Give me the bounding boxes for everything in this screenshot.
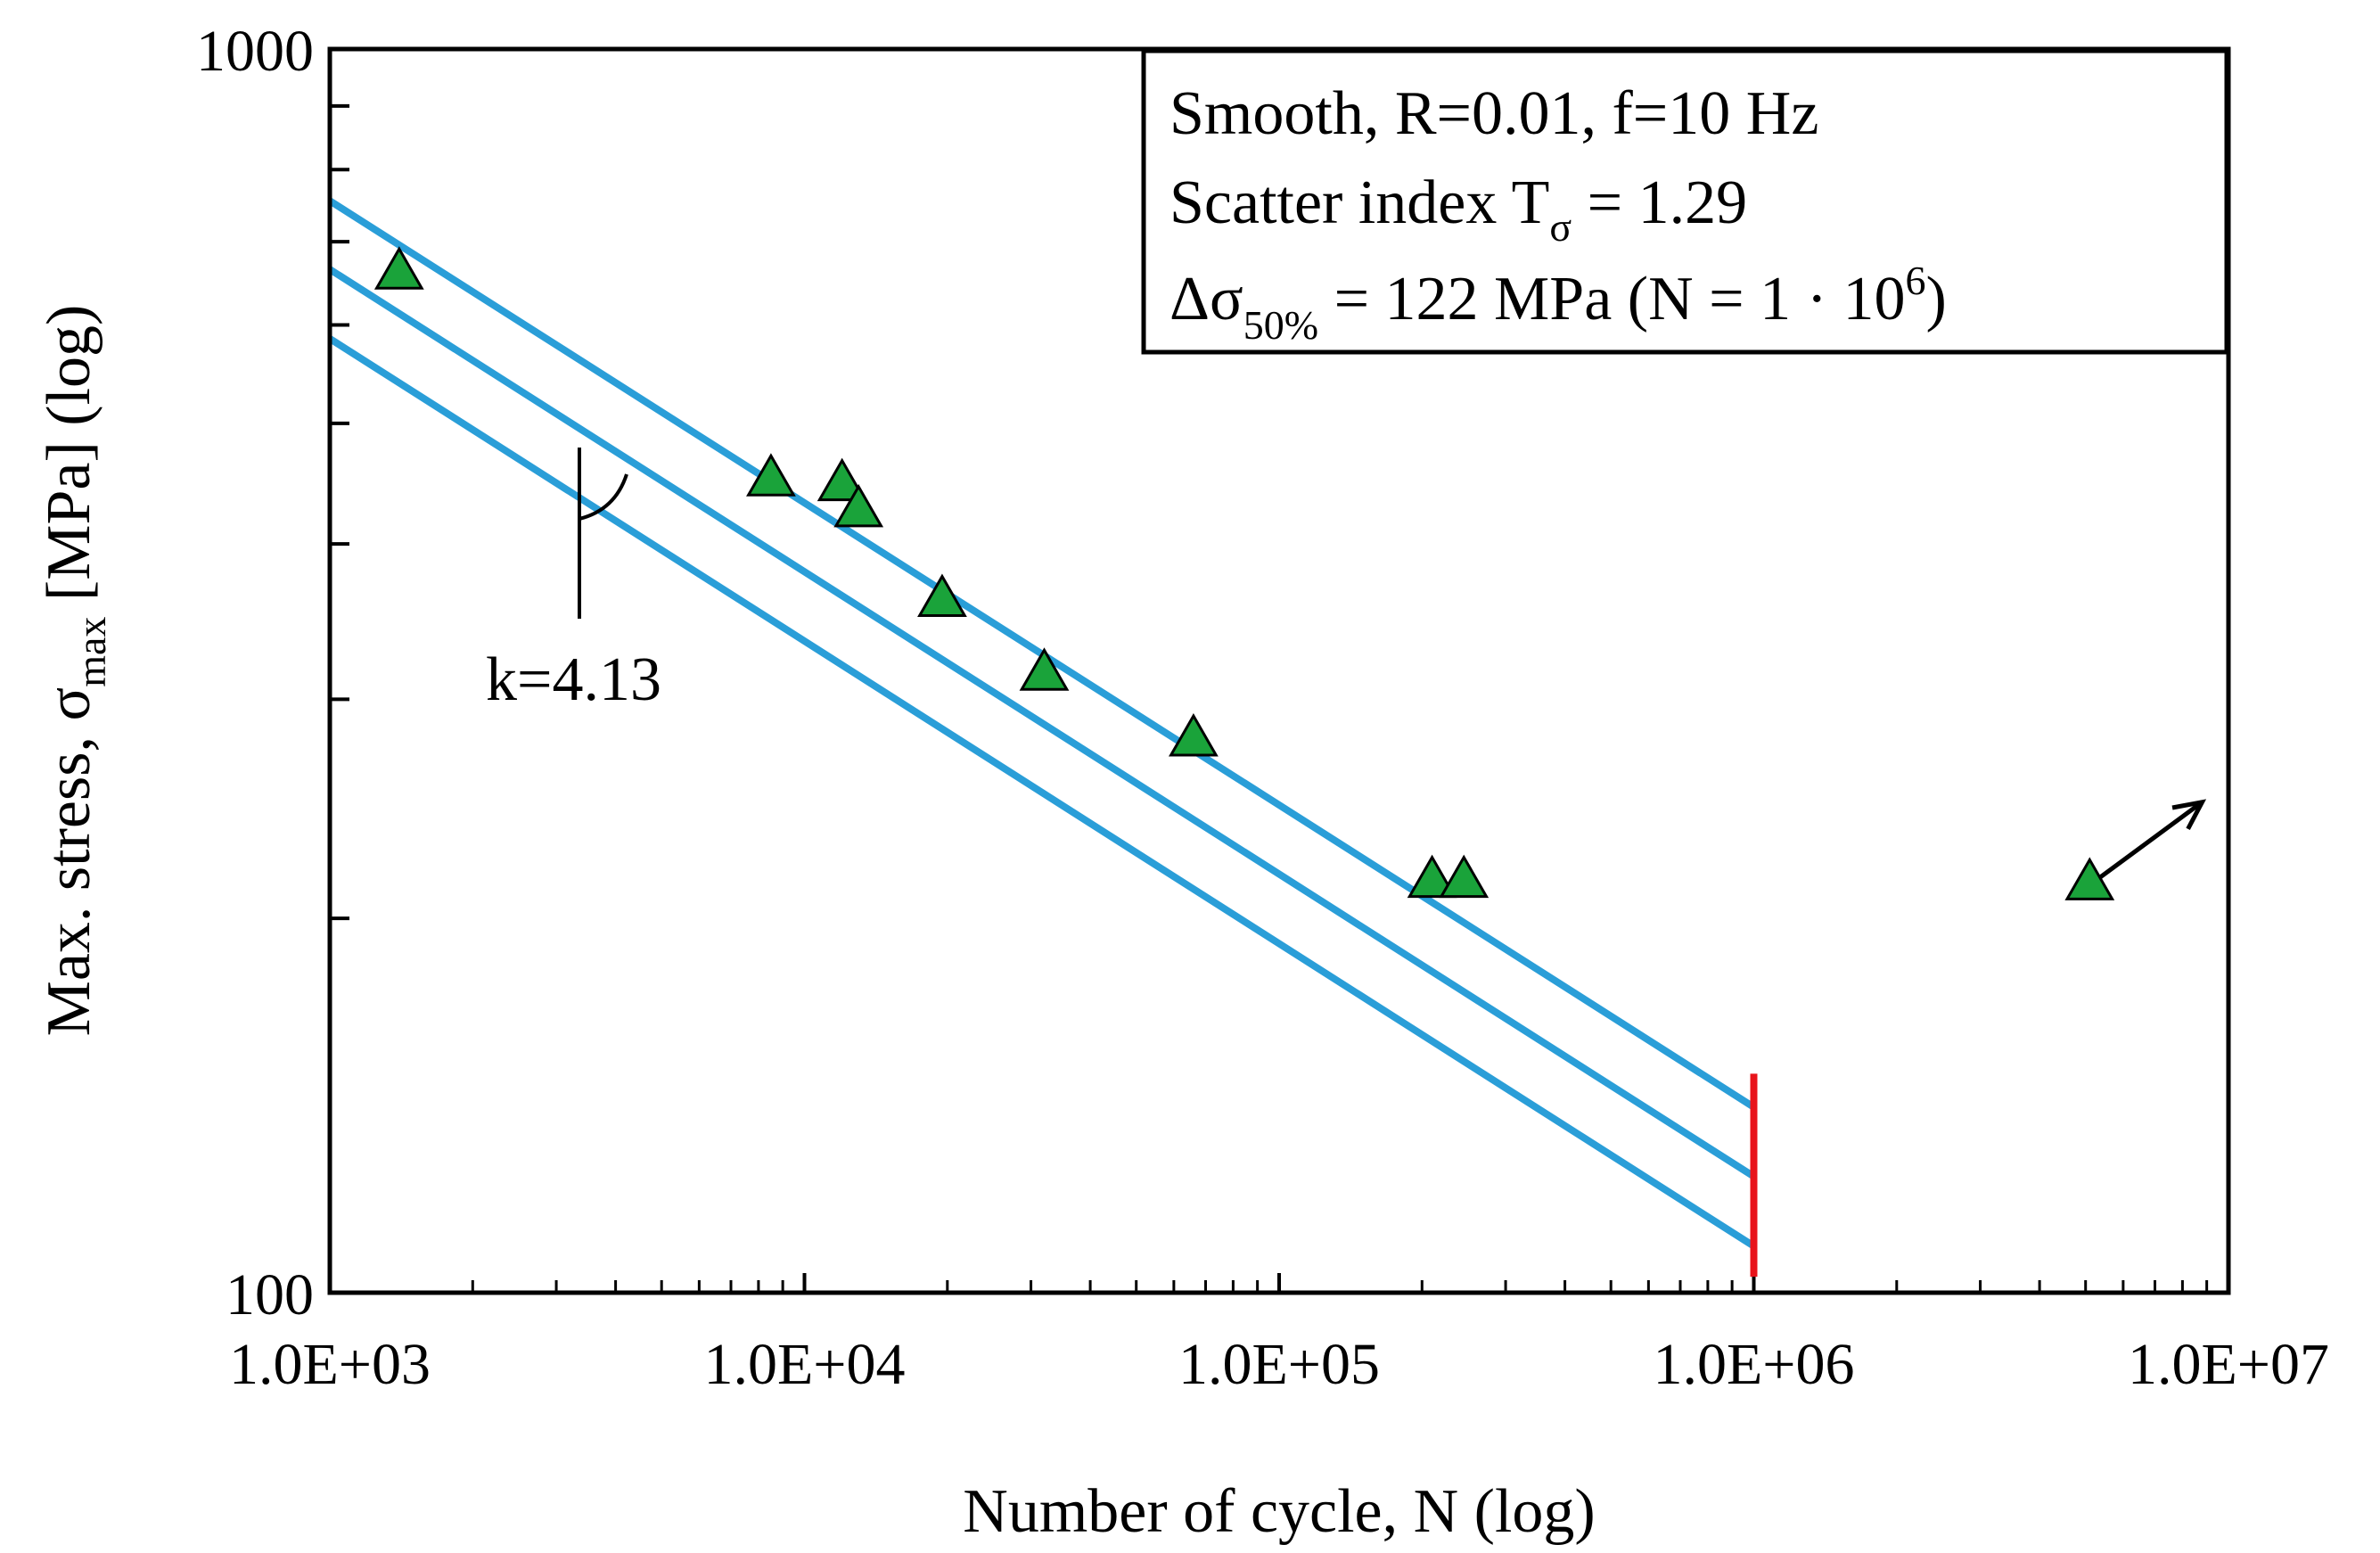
slope-angle-arc: [579, 473, 628, 521]
legend-frame: [1141, 48, 2229, 355]
scatter-band-lines: [327, 197, 1756, 1250]
arrow-shaft: [2098, 800, 2204, 879]
x-tick-label: 1.0E+07: [2128, 1332, 2329, 1397]
x-tick-labels: 1.0E+03 1.0E+04 1.0E+05 1.0E+06 1.0E+07: [229, 1332, 2329, 1397]
x-tick-label: 1.0E+03: [229, 1332, 431, 1397]
x-axis-title: Number of cycle, N (log): [963, 1477, 1595, 1546]
data-point: [917, 573, 967, 617]
data-point: [746, 453, 796, 497]
data-point: [833, 483, 884, 528]
data-points: [373, 246, 2115, 900]
y-tick-labels: 100 1000: [196, 19, 314, 1327]
legend-line-scatter-index: Scatter index Tσ = 1.29: [1169, 168, 1747, 250]
sn-curve-line: [327, 335, 1756, 1250]
y-axis-title: Max. stress, σmax [MPa] (log): [35, 305, 114, 1037]
arrow-head: [2171, 799, 2207, 830]
data-point: [373, 246, 424, 290]
x-tick-label: 1.0E+05: [1178, 1332, 1380, 1397]
runout-arrow: [2098, 799, 2207, 879]
legend-line-test-conditions: Smooth, R=0.01, f=10 Hz: [1169, 79, 1818, 148]
x-tick-label: 1.0E+06: [1653, 1332, 1854, 1397]
runout-point: [2064, 857, 2115, 900]
data-point: [1169, 713, 1219, 757]
data-point: [1407, 854, 1457, 899]
legend-line-stress-range: Δσ50% = 122 MPa (N = 1 · 106): [1169, 258, 1947, 348]
data-point: [1439, 854, 1490, 899]
slope-annotation: k=4.13: [486, 448, 661, 714]
legend-box: Smooth, R=0.01, f=10 Hz Scatter index Tσ…: [1141, 48, 2229, 355]
slope-label: k=4.13: [486, 645, 661, 714]
y-tick-label: 1000: [196, 19, 314, 84]
y-tick-label: 100: [226, 1262, 314, 1327]
data-point: [1019, 647, 1070, 691]
sn-curve-line: [327, 266, 1756, 1180]
data-point: [817, 457, 867, 502]
x-tick-label: 1.0E+04: [703, 1332, 905, 1397]
